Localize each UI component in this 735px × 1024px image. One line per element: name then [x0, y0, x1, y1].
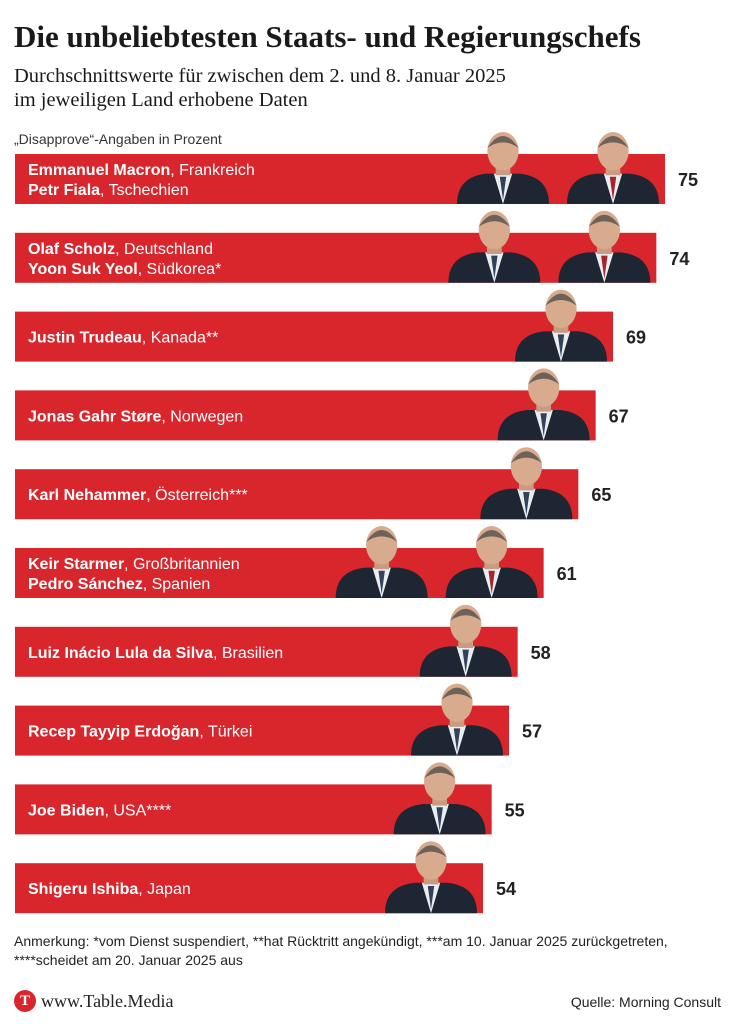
table-media-url[interactable]: www.Table.Media [41, 990, 174, 1011]
bar-label: Emmanuel Macron, Frankreich [28, 162, 255, 179]
bar-value-label: 65 [591, 485, 611, 505]
bar-group: Recep Tayyip Erdoğan, Türkei 57 [15, 683, 542, 756]
bar-value-label: 58 [531, 643, 551, 663]
leader-country: , Japan [138, 881, 190, 898]
bar-label: Petr Fiala, Tschechien [28, 182, 189, 199]
leader-photo-nehammer [480, 447, 573, 520]
leader-country: , Großbritannien [124, 556, 240, 573]
bar-value-label: 69 [626, 328, 646, 348]
leader-country: , Frankreich [170, 162, 254, 179]
leader-name: Jonas Gahr Støre [28, 408, 161, 425]
bar-label: Pedro Sánchez, Spanien [28, 576, 210, 593]
bar-value-label: 57 [522, 722, 542, 742]
leader-name: Luiz Inácio Lula da Silva [28, 645, 213, 662]
leader-name: Justin Trudeau [28, 330, 142, 347]
bar-label: Jonas Gahr Støre, Norwegen [28, 408, 243, 425]
leader-name: Shigeru Ishiba [28, 881, 138, 898]
leader-name: Recep Tayyip Erdoğan [28, 724, 199, 741]
leader-name: Keir Starmer [28, 556, 124, 573]
bar-value-label: 61 [557, 564, 577, 584]
leader-photo-erdogan [411, 683, 503, 756]
bar-group: Karl Nehammer, Österreich*** 65 [15, 447, 611, 520]
leader-photo-scholz [448, 210, 541, 283]
leader-photo-yoon [558, 210, 651, 283]
leader-country: , Deutschland [115, 241, 213, 258]
leader-photo-fiala [567, 132, 659, 204]
bar [15, 311, 613, 362]
bar-value-label: 75 [678, 170, 698, 190]
bar-label: Karl Nehammer, Österreich*** [28, 486, 248, 504]
chart-title: Die unbeliebtesten Staats- und Regierung… [14, 19, 641, 54]
bar-group: Jonas Gahr Støre, Norwegen 67 [15, 368, 629, 441]
bar [15, 154, 665, 204]
footnote: Anmerkung: *vom Dienst suspendiert, **ha… [14, 932, 726, 970]
unit-label: „Disapprove“-Angaben in Prozent [14, 131, 222, 147]
leader-name: Karl Nehammer [28, 487, 146, 504]
leader-country: , Kanada** [142, 330, 219, 347]
bar-group: Keir Starmer, Großbritannien Pedro Sánche… [15, 526, 577, 598]
leader-name: Petr Fiala [28, 182, 100, 199]
table-media-logo-icon: T [14, 990, 36, 1012]
leader-photo-macron [457, 132, 549, 204]
bar-label: Shigeru Ishiba, Japan [28, 881, 191, 898]
chart-subtitle: Durchschnittswerte für zwischen dem 2. u… [14, 64, 714, 112]
footnote-line-1: Anmerkung: *vom Dienst suspendiert, **ha… [14, 933, 668, 949]
leader-photo-lula [419, 604, 512, 677]
bar-group: Joe Biden, USA**** 55 [15, 762, 525, 835]
subtitle-line-1: Durchschnittswerte für zwischen dem 2. u… [14, 65, 506, 87]
leader-name: Yoon Suk Yeol [28, 261, 138, 278]
leader-photo-biden [393, 762, 486, 835]
leader-country: , USA**** [104, 802, 171, 819]
leader-country: , Südkorea* [138, 261, 222, 278]
leader-name: Olaf Scholz [28, 241, 115, 258]
bar-group: Shigeru Ishiba, Japan 54 [15, 841, 516, 914]
bar-label: Recep Tayyip Erdoğan, Türkei [28, 724, 252, 741]
bar-label: Yoon Suk Yeol, Südkorea* [28, 261, 221, 278]
source-label: Quelle: Morning Consult [570, 994, 721, 1010]
leader-photo-trudeau [515, 289, 607, 362]
leader-photo-store [497, 368, 590, 441]
bar-value-label: 67 [609, 406, 629, 426]
leader-country: , Norwegen [161, 408, 243, 425]
bar-label: Justin Trudeau, Kanada** [28, 330, 218, 347]
leader-country: , Türkei [199, 724, 252, 741]
bar-value-label: 74 [669, 249, 689, 269]
leader-country: , Tschechien [100, 182, 189, 199]
leader-photo-sanchez [445, 526, 538, 598]
subtitle-line-2: im jeweiligen Land erhobene Daten [14, 89, 308, 111]
bar-group: Luiz Inácio Lula da Silva, Brasilien 58 [15, 604, 551, 677]
bar-label: Olaf Scholz, Deutschland [28, 241, 213, 258]
bar-label: Joe Biden, USA**** [28, 802, 171, 819]
bar-label: Luiz Inácio Lula da Silva, Brasilien [28, 645, 283, 662]
footnote-line-2: ****scheidet am 20. Januar 2025 aus [14, 952, 243, 968]
bar-group: Justin Trudeau, Kanada** 69 [15, 289, 646, 362]
bar-value-label: 55 [505, 800, 525, 820]
leader-country: , Brasilien [213, 645, 283, 662]
bar-group: Olaf Scholz, Deutschland Yoon Suk Yeol, S… [15, 210, 689, 283]
bar [15, 232, 657, 283]
leader-name: Pedro Sánchez [28, 576, 143, 593]
leader-photo-ishiba [385, 841, 477, 914]
leader-name: Emmanuel Macron [28, 162, 170, 179]
leader-name: Joe Biden [28, 802, 104, 819]
bar-label: Keir Starmer, Großbritannien [28, 556, 240, 573]
table-media-logo[interactable]: T www.Table.Media [14, 990, 174, 1012]
leader-country: , Österreich*** [146, 486, 247, 504]
bar-value-label: 54 [496, 879, 516, 899]
bar-group: Emmanuel Macron, Frankreich Petr Fiala, T… [15, 132, 698, 204]
leader-photo-starmer [335, 526, 428, 598]
leader-country: , Spanien [143, 576, 211, 593]
